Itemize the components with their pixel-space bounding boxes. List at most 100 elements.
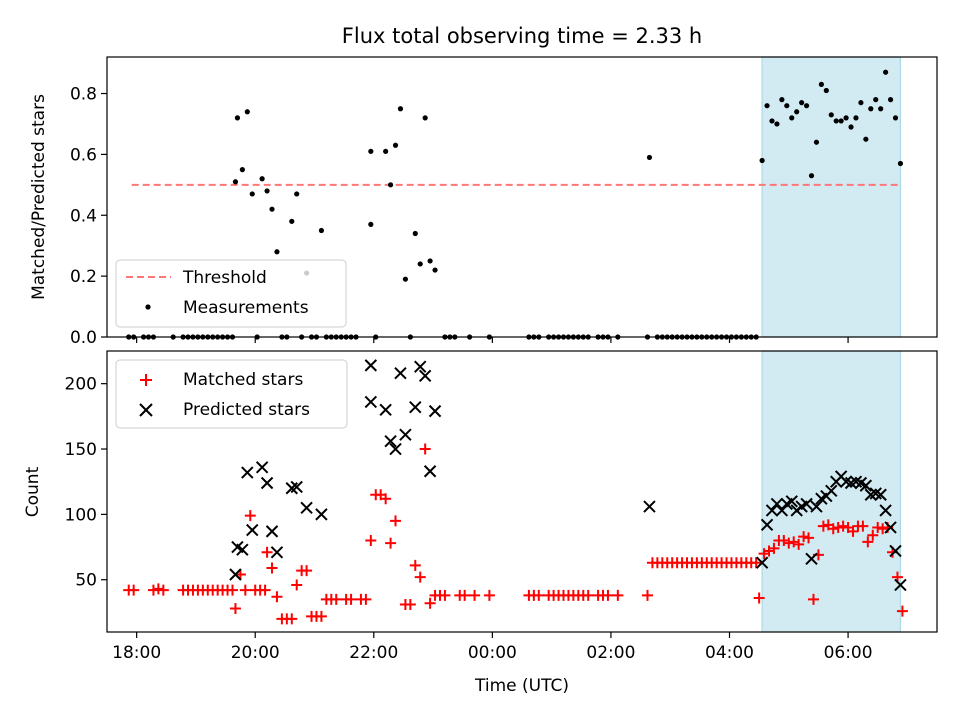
predicted-star-marker (399, 428, 412, 441)
measurement-point (383, 148, 389, 154)
measurement-point (769, 118, 775, 124)
matched-star-marker (803, 532, 815, 544)
bottom-y-axis-label: Count (23, 466, 43, 517)
measurement-point (294, 191, 300, 197)
matched-star-marker (807, 593, 819, 605)
predicted-star-marker (428, 404, 442, 418)
matched-star-marker (439, 589, 451, 601)
measurement-point (646, 154, 653, 161)
matched-star-marker (877, 523, 889, 535)
predicted-star-marker (246, 523, 259, 537)
matched-star-marker (409, 559, 421, 571)
measurement-point (818, 81, 824, 87)
matched-star-marker (862, 536, 874, 548)
top-y-tick-label: 0.8 (70, 85, 97, 105)
predicted-star-marker (894, 578, 907, 592)
matched-star-marker (469, 589, 481, 601)
predicted-star-marker (300, 501, 313, 515)
predicted-star-marker (260, 476, 274, 490)
measurement-point (289, 218, 295, 224)
matched-star-marker (612, 589, 624, 601)
x-tick-label: 22:00 (349, 643, 398, 663)
legend-predicted-swatch (139, 403, 153, 417)
measurement-point (764, 103, 770, 109)
measurement-point (833, 118, 839, 124)
matched-star-marker (832, 521, 844, 533)
top-y-tick-label: 0.2 (70, 267, 97, 287)
measurement-point (259, 176, 265, 182)
matched-star-marker (783, 537, 795, 549)
measurement-point (897, 160, 904, 167)
matched-star-marker (266, 562, 278, 574)
chart-title: Flux total observing time = 2.33 h (342, 24, 702, 48)
top-legend-box (115, 259, 347, 328)
matched-star-marker (768, 542, 780, 554)
matched-star-marker (896, 605, 908, 617)
bottom-legend-box (115, 359, 348, 429)
x-axis-label: Time (UTC) (474, 676, 569, 696)
predicted-star-marker (884, 521, 897, 534)
matched-star-marker (798, 531, 810, 543)
bottom-y-tick-label: 150 (65, 440, 97, 460)
measurement-point (402, 276, 409, 282)
matched-star-marker (330, 593, 342, 605)
predicted-star-marker (409, 400, 422, 414)
measurement-point (387, 182, 394, 188)
matched-star-marker (641, 589, 653, 601)
measurement-point (863, 136, 869, 142)
measurement-point (873, 97, 879, 103)
measurement-point (828, 112, 834, 118)
matched-star-marker (128, 584, 140, 596)
predicted-star-marker (874, 488, 887, 501)
measurement-point (232, 179, 239, 185)
predicted-star-marker (364, 395, 378, 409)
measurement-point (779, 97, 785, 103)
legend-matched-label: Matched stars (183, 370, 303, 390)
predicted-star-marker (315, 508, 328, 521)
measurement-point (868, 106, 874, 112)
predicted-star-marker (418, 369, 432, 383)
measurement-point (368, 221, 374, 227)
legend-threshold-label: Threshold (182, 268, 267, 288)
predicted-star-marker (265, 525, 279, 538)
matched-star-marker (847, 525, 859, 537)
measurement-point (269, 206, 275, 212)
measurement-point (422, 115, 428, 121)
matched-star-marker (750, 557, 762, 569)
measurement-point (759, 157, 765, 164)
predicted-star-marker (760, 518, 774, 532)
bottom-y-tick-label: 100 (65, 505, 97, 525)
measurement-point (264, 188, 270, 194)
predicted-star-marker (255, 461, 269, 474)
top-highlight-span (761, 56, 902, 338)
matched-star-marker (345, 593, 357, 605)
matched-star-marker (857, 520, 869, 532)
measurement-point (838, 118, 844, 124)
matched-star-marker (286, 613, 298, 625)
measurement-point (784, 103, 790, 109)
matched-star-marker (778, 535, 790, 547)
matched-star-marker (483, 589, 495, 601)
predicted-star-marker (423, 465, 437, 478)
matched-star-marker (385, 537, 397, 549)
predicted-star-marker (859, 479, 873, 492)
measurement-point (397, 106, 404, 112)
predicted-star-marker (229, 568, 242, 581)
top-y-axis-label: Matched/Predicted stars (29, 94, 49, 300)
measurement-point (274, 249, 280, 255)
predicted-star-marker (755, 556, 769, 569)
predicted-star-marker (384, 434, 397, 448)
matched-star-marker (817, 520, 829, 532)
bottom-legend: Matched stars Predicted stars (115, 359, 348, 429)
measurement-point (853, 115, 859, 121)
matched-star-marker (315, 610, 327, 622)
predicted-star-marker (810, 500, 823, 513)
bottom-y-tick-label: 200 (65, 375, 97, 395)
measurement-point (368, 148, 374, 154)
predicted-star-marker (270, 546, 284, 559)
matched-star-marker (380, 493, 392, 505)
top-y-tick-label: 0.6 (70, 145, 97, 165)
predicted-star-marker (825, 484, 838, 498)
bottom-panel: 50 100 150 200 18:00 20:00 22:00 00:00 02:00 04:… (23, 350, 938, 696)
matched-star-marker (291, 579, 303, 591)
